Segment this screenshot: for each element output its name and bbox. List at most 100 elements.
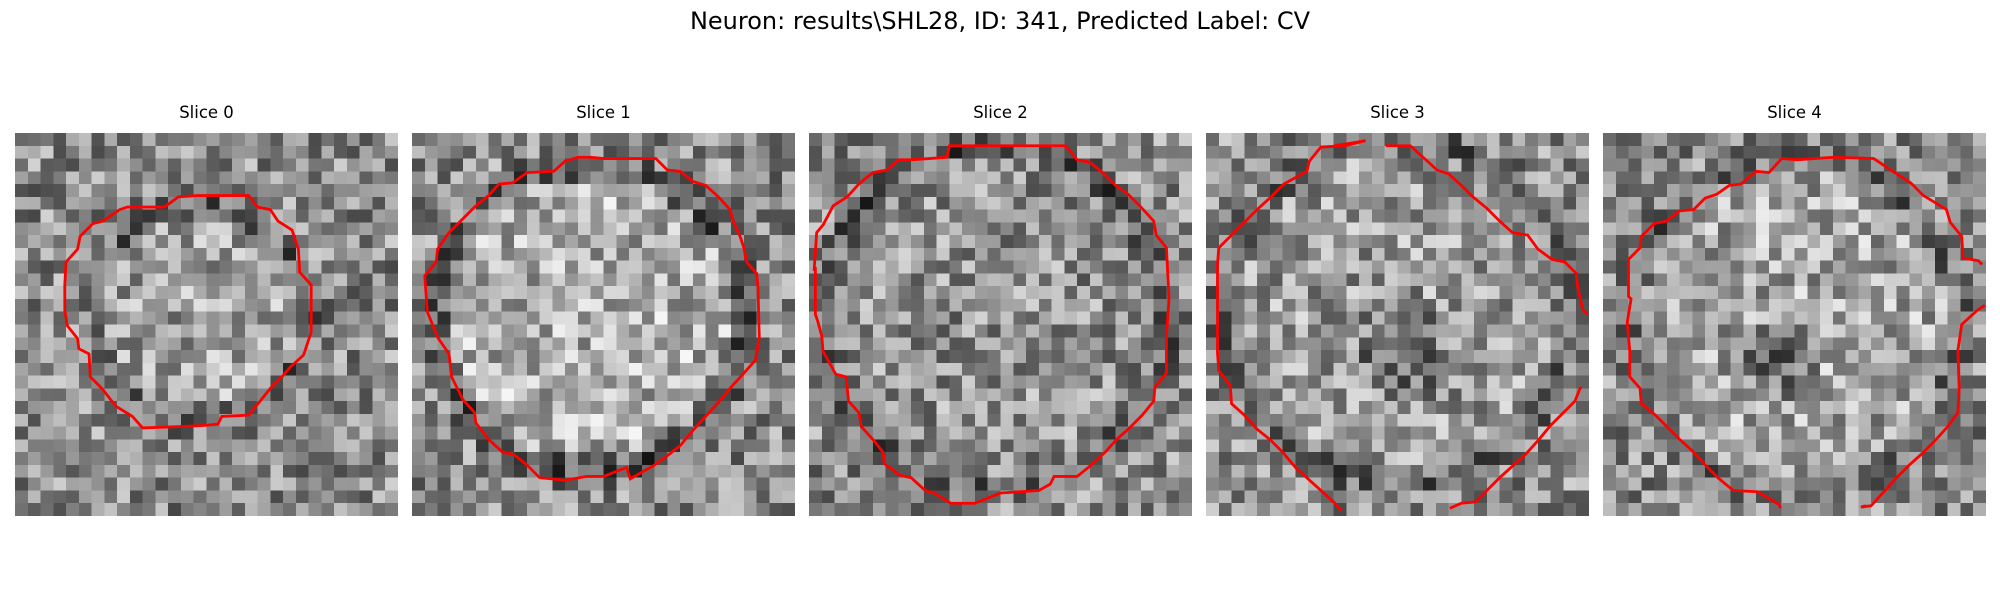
pixel	[308, 145, 322, 159]
pixel	[1397, 464, 1411, 478]
pixel	[206, 401, 220, 415]
pixel	[1077, 260, 1091, 274]
pixel	[616, 350, 630, 364]
pixel	[667, 477, 681, 491]
pixel	[936, 388, 950, 402]
pixel	[1435, 439, 1449, 453]
pixel	[1359, 464, 1373, 478]
pixel	[680, 426, 694, 440]
pixel	[1654, 158, 1668, 172]
pixel	[860, 324, 874, 338]
pixel	[1179, 286, 1192, 300]
pixel	[129, 503, 143, 516]
pixel	[1013, 452, 1027, 466]
pixel	[1333, 362, 1347, 376]
pixel	[1000, 145, 1014, 159]
pixel	[526, 235, 540, 249]
pixel	[1717, 464, 1731, 478]
pixel	[1845, 426, 1859, 440]
pixel	[1269, 375, 1283, 389]
pixel	[1077, 324, 1091, 338]
pixel	[565, 439, 579, 453]
pixel	[1832, 503, 1846, 516]
pixel	[1179, 311, 1192, 325]
pixel	[412, 273, 426, 287]
pixel	[1128, 171, 1142, 185]
pixel	[15, 362, 29, 376]
pixel	[1743, 133, 1757, 147]
pixel	[1269, 401, 1283, 415]
pixel	[1947, 247, 1961, 261]
pixel	[1359, 490, 1373, 504]
pixel	[1410, 273, 1424, 287]
pixel	[1486, 286, 1500, 300]
pixel	[15, 375, 29, 389]
pixel	[1909, 171, 1923, 185]
pixel	[1486, 260, 1500, 274]
pixel	[244, 133, 258, 147]
pixel	[1934, 235, 1948, 249]
pixel	[705, 260, 719, 274]
pixel	[1435, 158, 1449, 172]
pixel	[1397, 311, 1411, 325]
pixel	[1423, 413, 1437, 427]
pixel	[270, 286, 284, 300]
pixel	[1666, 260, 1680, 274]
pixel	[834, 388, 848, 402]
pixel	[860, 401, 874, 415]
pixel	[1051, 388, 1065, 402]
pixel	[552, 196, 566, 210]
pixel	[15, 298, 29, 312]
pixel	[321, 464, 335, 478]
pixel	[1705, 477, 1719, 491]
pixel	[321, 145, 335, 159]
pixel	[885, 184, 899, 198]
pixel	[346, 298, 360, 312]
pixel	[1166, 324, 1180, 338]
pixel	[308, 171, 322, 185]
pixel	[1563, 413, 1577, 427]
pixel	[1038, 311, 1052, 325]
pixel	[1051, 337, 1065, 351]
pixel	[1615, 273, 1629, 287]
pixel	[1615, 350, 1629, 364]
pixel	[155, 490, 169, 504]
pixel	[1282, 298, 1296, 312]
pixel	[629, 477, 643, 491]
pixel	[1179, 133, 1192, 147]
pixel	[1934, 311, 1948, 325]
pixel	[91, 464, 105, 478]
pixel	[1730, 413, 1744, 427]
pixel	[1973, 503, 1986, 516]
pixel	[437, 375, 451, 389]
pixel	[257, 426, 271, 440]
pixel	[1717, 273, 1731, 287]
pixel	[270, 439, 284, 453]
pixel	[1231, 477, 1245, 491]
pixel	[1257, 260, 1271, 274]
pixel	[359, 464, 373, 478]
pixel	[1231, 133, 1245, 147]
pixel	[1768, 298, 1782, 312]
pixel	[641, 286, 655, 300]
pixel	[334, 286, 348, 300]
pixel	[1128, 324, 1142, 338]
pixel	[334, 439, 348, 453]
pixel	[1308, 171, 1322, 185]
pixel	[1166, 503, 1180, 516]
pixel	[936, 324, 950, 338]
pixel	[129, 145, 143, 159]
pixel	[129, 311, 143, 325]
pixel	[1346, 401, 1360, 415]
pixel	[1179, 388, 1192, 402]
pixel	[53, 464, 67, 478]
pixel	[962, 388, 976, 402]
pixel	[756, 222, 770, 236]
pixel	[244, 375, 258, 389]
pixel	[603, 426, 617, 440]
pixel	[1038, 413, 1052, 427]
pixel-grid-3	[1206, 133, 1589, 516]
pixel	[1333, 350, 1347, 364]
pixel	[756, 388, 770, 402]
pixel	[1756, 362, 1770, 376]
